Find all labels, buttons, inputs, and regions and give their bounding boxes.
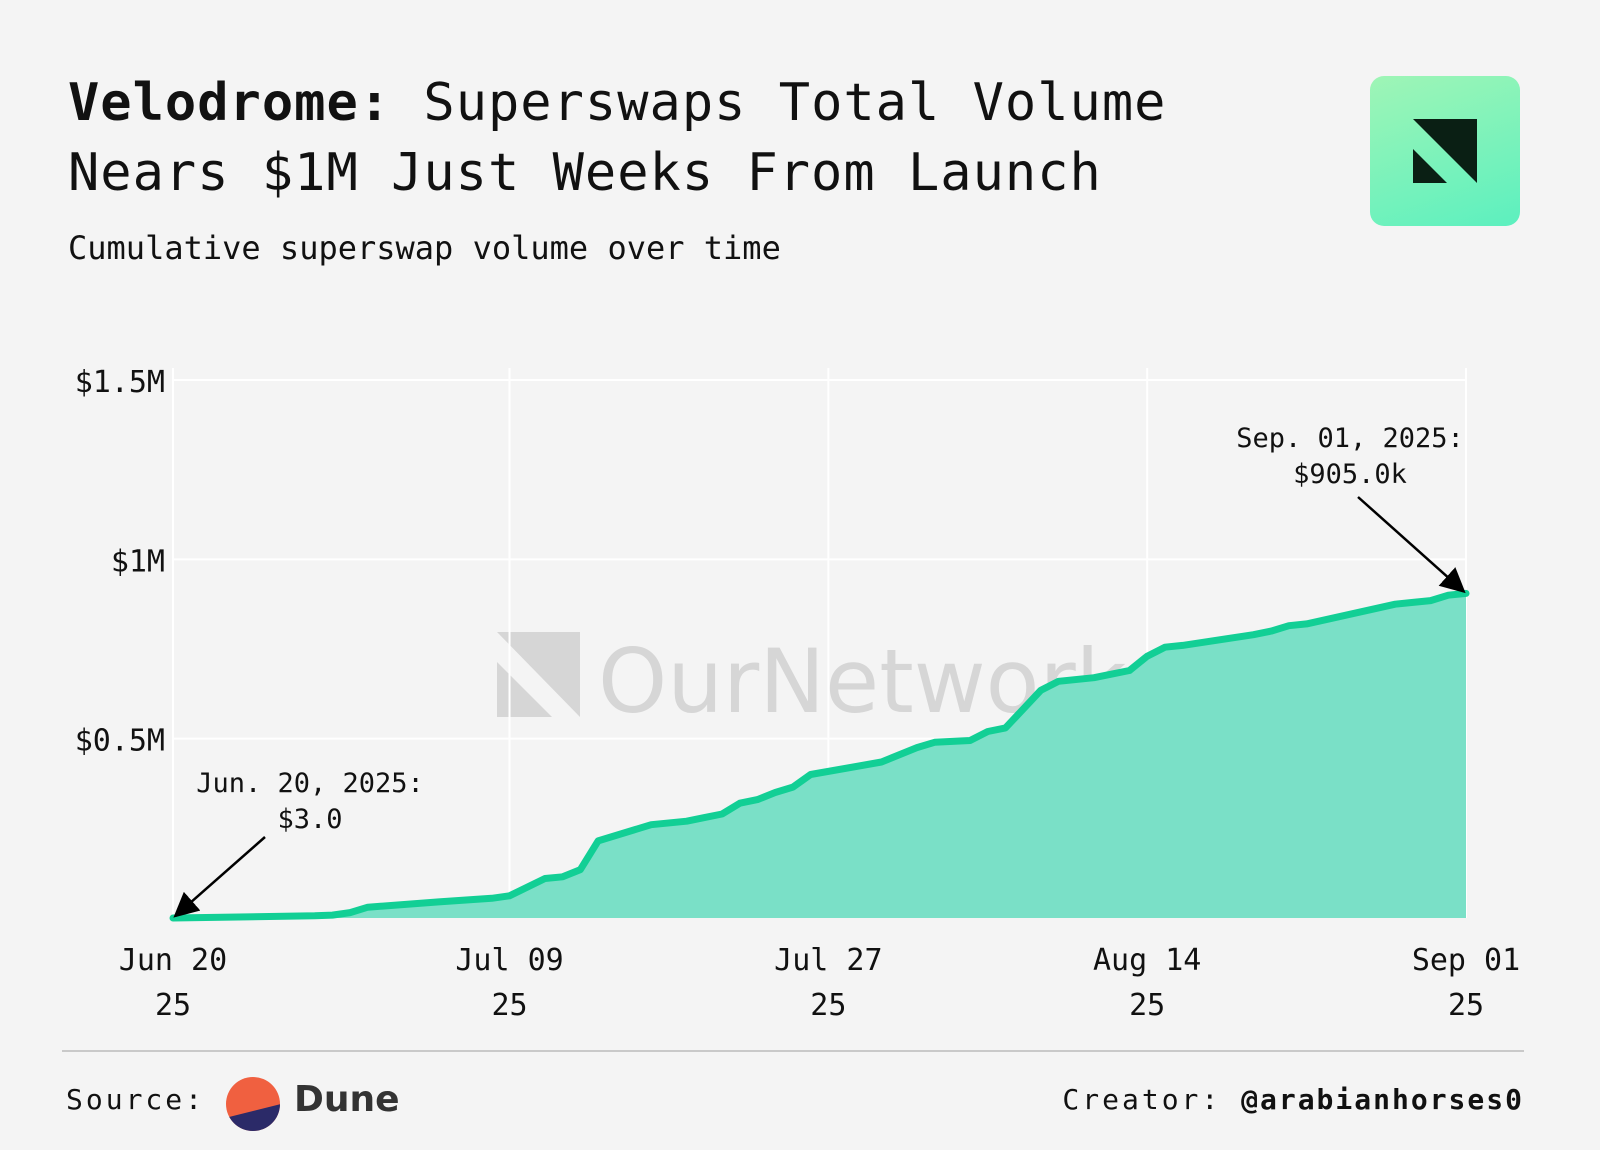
x-tick-sublabel: 25: [155, 988, 191, 1023]
creator-label: Creator:: [1062, 1083, 1222, 1116]
footer-divider: [62, 1050, 1524, 1052]
annotation-arrow: [1357, 496, 1466, 594]
x-tick-label: Jul 27: [774, 943, 882, 978]
series-line: [169, 589, 1470, 922]
chart-title: Velodrome: Superswaps Total Volume Nears…: [68, 68, 1288, 208]
x-tick-label: Jul 09: [455, 943, 563, 978]
x-tick-sublabel: 25: [491, 988, 527, 1023]
annotation-text: Sep. 01, 2025:: [1236, 423, 1464, 454]
x-axis: Jun 20 25 Jul 09 25 Jul 27 25 Aug 14 25 Sep 01 25: [119, 943, 1520, 1023]
watermark-logo-icon: [497, 632, 580, 717]
title-brand: Velodrome:: [68, 73, 392, 133]
x-tick-sublabel: 25: [1448, 988, 1484, 1023]
x-tick-label: Sep 01: [1412, 943, 1520, 978]
creator-handle: @arabianhorses0: [1241, 1083, 1524, 1116]
x-tick-label: Jun 20: [119, 943, 227, 978]
chart-subtitle: Cumulative superswap volume over time: [68, 229, 781, 267]
x-tick-sublabel: 25: [810, 988, 846, 1023]
x-tick-sublabel: 25: [1129, 988, 1165, 1023]
watermark-logo-icon-part: [497, 662, 552, 717]
x-tick-label: Aug 14: [1093, 943, 1201, 978]
y-tick-label: $0.5M: [75, 724, 165, 759]
annotation-arrow: [173, 836, 266, 918]
y-tick-label: $1.5M: [75, 365, 165, 400]
ournetwork-logo-icon: [1413, 119, 1477, 183]
source-name: Dune: [294, 1079, 400, 1120]
title-text: Superswaps Total Volume Nears $1M Just W…: [68, 73, 1167, 203]
annotation-value: $3.0: [277, 804, 342, 835]
ournetwork-logo: [1370, 76, 1520, 226]
dune-logo-icon: [226, 1077, 280, 1131]
annotation-text: Jun. 20, 2025:: [196, 768, 424, 799]
series-area: [173, 593, 1466, 918]
annotations: Jun. 20, 2025: $3.0 Sep. 01, 2025: $905.0k: [173, 423, 1466, 918]
y-tick-label: $1M: [111, 544, 165, 579]
source-label: Source:: [66, 1083, 206, 1116]
annotation-value: $905.0k: [1293, 459, 1407, 490]
y-axis: $0.5M $1M $1.5M: [75, 365, 165, 759]
creator-credit: Creator: @arabianhorses0: [1062, 1080, 1524, 1120]
